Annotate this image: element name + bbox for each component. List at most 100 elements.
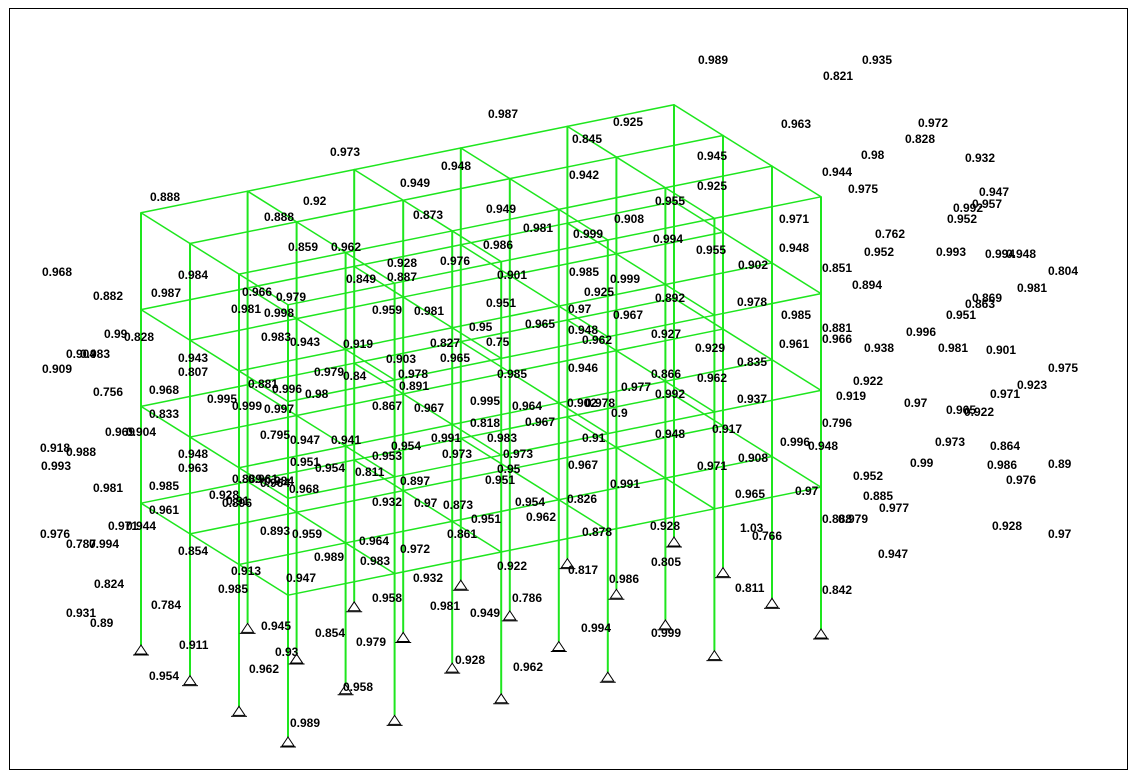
beam-member[interactable] <box>189 436 240 469</box>
beam-member[interactable] <box>246 384 298 417</box>
beam-member[interactable] <box>615 156 667 189</box>
beam-member[interactable] <box>393 260 502 284</box>
beam-member[interactable] <box>238 542 347 566</box>
beam-member[interactable] <box>673 297 724 330</box>
beam-member[interactable] <box>558 305 609 338</box>
beam-member[interactable] <box>344 423 453 447</box>
beam-member[interactable] <box>664 358 773 383</box>
beam-member[interactable] <box>353 459 404 492</box>
beam-member[interactable] <box>402 199 453 232</box>
beam-member[interactable] <box>140 405 191 438</box>
beam-member[interactable] <box>615 446 667 479</box>
beam-member[interactable] <box>722 134 773 167</box>
beam-member[interactable] <box>509 253 618 277</box>
beam-member[interactable] <box>673 200 724 234</box>
beam-member[interactable] <box>344 251 396 284</box>
beam-member[interactable] <box>353 362 404 395</box>
beam-member[interactable] <box>509 446 618 470</box>
beam-member[interactable] <box>500 529 609 553</box>
beam-member[interactable] <box>566 394 675 418</box>
beam-member[interactable] <box>287 379 396 403</box>
beam-member[interactable] <box>664 380 716 413</box>
beam-member[interactable] <box>664 455 773 479</box>
beam-member[interactable] <box>566 222 618 255</box>
beam-member[interactable] <box>246 362 355 386</box>
beam-member[interactable] <box>615 328 724 352</box>
beam-member[interactable] <box>722 425 773 458</box>
beam-member[interactable] <box>295 296 404 320</box>
beam-member[interactable] <box>722 231 773 264</box>
beam-member[interactable] <box>615 134 724 158</box>
beam-member[interactable] <box>558 477 667 501</box>
beam-member[interactable] <box>664 283 716 316</box>
beam-member[interactable] <box>246 265 355 289</box>
beam-member[interactable] <box>295 393 404 417</box>
beam-member[interactable] <box>189 242 240 275</box>
beam-member[interactable] <box>713 486 822 510</box>
beam-member[interactable] <box>140 212 191 245</box>
beam-member[interactable] <box>344 520 453 544</box>
beam-member[interactable] <box>140 502 191 535</box>
beam-member[interactable] <box>460 319 569 343</box>
beam-member[interactable] <box>189 317 298 342</box>
beam-member[interactable] <box>353 147 462 171</box>
beam-member[interactable] <box>713 389 822 413</box>
beam-member[interactable] <box>771 262 822 295</box>
beam-member[interactable] <box>664 262 773 286</box>
beam-member[interactable] <box>451 402 560 426</box>
beam-member[interactable] <box>246 168 355 192</box>
beam-member[interactable] <box>673 104 724 137</box>
beam-member[interactable] <box>402 468 511 492</box>
beam-member[interactable] <box>566 319 618 352</box>
beam-member[interactable] <box>295 511 347 544</box>
beam-member[interactable] <box>295 317 347 351</box>
beam-member[interactable] <box>344 348 396 381</box>
beam-member[interactable] <box>509 468 560 501</box>
beam-member[interactable] <box>460 416 569 440</box>
beam-member[interactable] <box>451 498 560 523</box>
beam-member[interactable] <box>722 328 773 361</box>
beam-member[interactable] <box>771 455 822 488</box>
beam-member[interactable] <box>451 230 502 263</box>
beam-member[interactable] <box>189 221 298 245</box>
beam-member[interactable] <box>140 480 249 504</box>
beam-member[interactable] <box>393 357 502 381</box>
beam-member[interactable] <box>353 437 462 461</box>
beam-member[interactable] <box>566 125 618 158</box>
beam-member[interactable] <box>246 287 298 320</box>
beam-member[interactable] <box>615 231 724 255</box>
beam-member[interactable] <box>295 489 404 514</box>
beam-member[interactable] <box>664 165 773 189</box>
beam-member[interactable] <box>287 476 396 500</box>
beam-member[interactable] <box>566 416 618 449</box>
beam-member[interactable] <box>287 572 396 596</box>
beam-member[interactable] <box>402 393 453 426</box>
beam-member[interactable] <box>344 542 396 575</box>
beam-member[interactable] <box>713 292 822 316</box>
beam-member[interactable] <box>189 533 240 566</box>
beam-member[interactable] <box>673 394 724 427</box>
beam-member[interactable] <box>509 274 560 307</box>
beam-member[interactable] <box>353 265 404 298</box>
beam-member[interactable] <box>393 454 502 478</box>
beam-member[interactable] <box>295 199 404 223</box>
beam-member[interactable] <box>558 498 609 532</box>
beam-member[interactable] <box>500 336 609 360</box>
beam-member[interactable] <box>607 217 716 241</box>
beam-member[interactable] <box>509 177 560 211</box>
beam-member[interactable] <box>500 239 609 263</box>
beam-member[interactable] <box>295 221 347 254</box>
beam-member[interactable] <box>189 339 240 372</box>
beam-member[interactable] <box>238 563 289 596</box>
beam-member[interactable] <box>451 305 560 329</box>
beam-member[interactable] <box>238 348 347 372</box>
beam-member[interactable] <box>353 244 462 268</box>
beam-member[interactable] <box>558 283 667 307</box>
beam-member[interactable] <box>140 308 191 342</box>
beam-member[interactable] <box>402 489 453 523</box>
beam-member[interactable] <box>189 511 298 535</box>
beam-member[interactable] <box>509 371 560 404</box>
beam-member[interactable] <box>246 459 355 483</box>
beam-member[interactable] <box>344 326 453 351</box>
beam-member[interactable] <box>353 168 404 202</box>
